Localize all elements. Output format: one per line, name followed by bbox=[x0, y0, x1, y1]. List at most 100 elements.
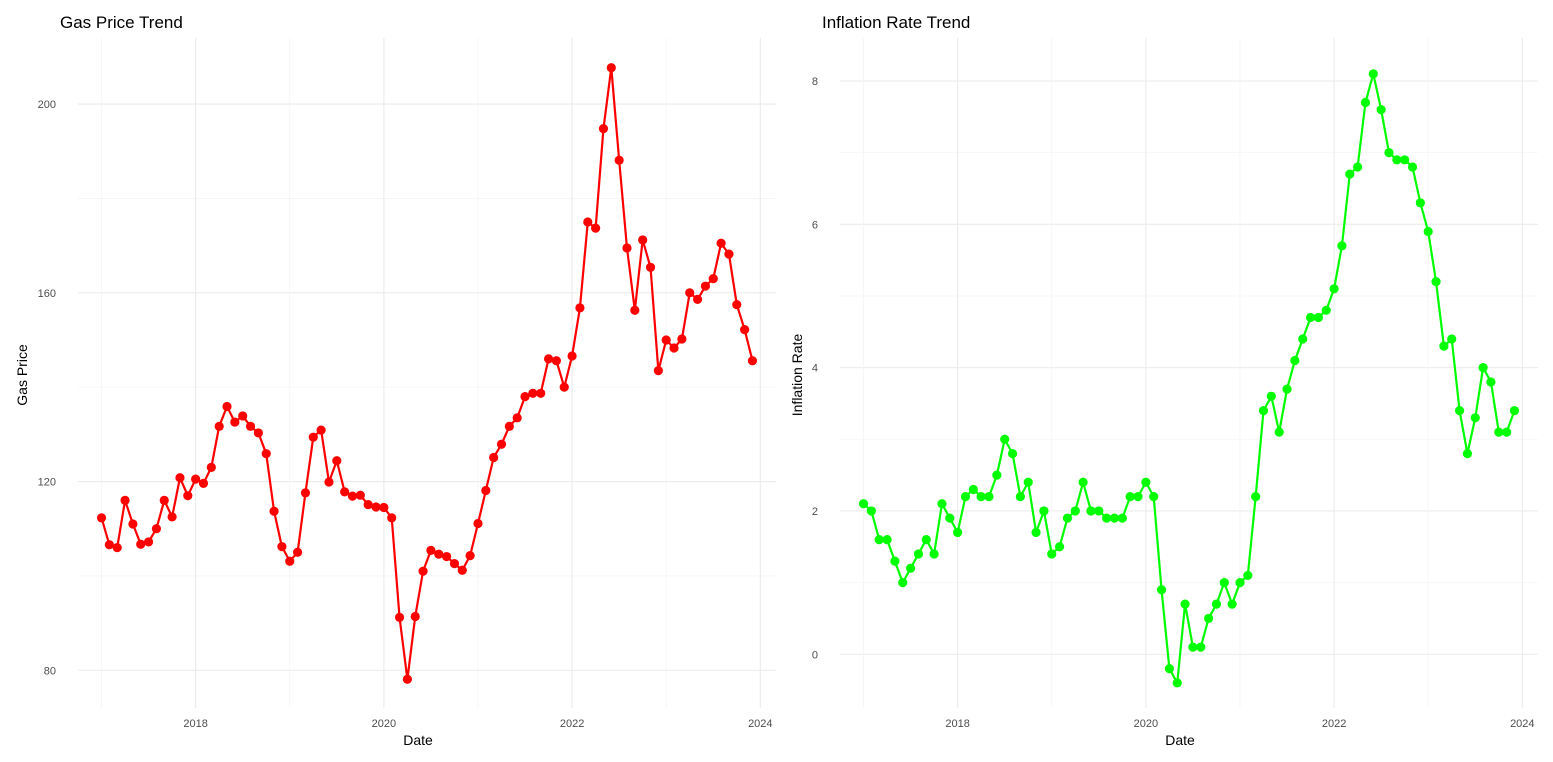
inflation-rate-x-tick-label: 2022 bbox=[1322, 718, 1346, 730]
gas-price-data-point bbox=[324, 477, 334, 487]
gas-price-data-point bbox=[387, 513, 397, 523]
gas-price-data-point bbox=[363, 500, 373, 510]
inflation-rate-x-tick-label: 2020 bbox=[1134, 718, 1158, 730]
inflation-rate-x-ticks: 2018 2020 2022 2024 bbox=[945, 718, 1534, 730]
inflation-rate-data-point bbox=[1368, 69, 1378, 79]
gas-price-data-point bbox=[473, 518, 483, 529]
inflation-rate-data-point bbox=[1274, 427, 1284, 437]
inflation-rate-data-point bbox=[945, 513, 955, 523]
gas-price-data-point bbox=[183, 491, 193, 501]
gas-price-data-point bbox=[567, 351, 577, 361]
inflation-rate-data-point bbox=[1305, 312, 1316, 323]
inflation-rate-data-point bbox=[1509, 406, 1520, 416]
inflation-rate-data-point bbox=[1439, 341, 1449, 351]
gas-price-data-point bbox=[261, 449, 271, 459]
inflation-rate-data-point bbox=[1078, 477, 1088, 487]
inflation-rate-data-point bbox=[905, 563, 916, 573]
gas-price-data-point bbox=[434, 549, 444, 559]
gas-price-y-tick-label: 80 bbox=[44, 665, 56, 677]
gas-price-data-point bbox=[418, 566, 428, 576]
gas-price-data-point bbox=[512, 413, 522, 423]
inflation-rate-data-point bbox=[874, 535, 884, 545]
inflation-rate-data-point bbox=[1243, 570, 1253, 581]
gas-price-data-point bbox=[669, 343, 679, 353]
gas-price-y-tick-label: 120 bbox=[38, 477, 56, 489]
inflation-rate-data-point bbox=[1353, 162, 1363, 172]
gas-price-data-point bbox=[245, 421, 256, 431]
gas-price-data-point bbox=[426, 545, 436, 556]
inflation-rate-x-tick-label: 2018 bbox=[945, 718, 969, 730]
inflation-rate-data-point bbox=[1494, 427, 1504, 437]
inflation-rate-data-point bbox=[1094, 506, 1104, 516]
gas-price-data-point bbox=[551, 356, 562, 366]
gas-price-data-point bbox=[394, 612, 405, 623]
gas-price-data-point bbox=[598, 123, 609, 134]
gas-price-data-point bbox=[191, 474, 201, 484]
gas-price-data-point bbox=[159, 495, 169, 505]
gas-price-data-point bbox=[238, 411, 248, 421]
inflation-rate-data-point bbox=[858, 499, 869, 509]
inflation-rate-data-point bbox=[968, 484, 978, 495]
gas-price-data-point bbox=[645, 262, 656, 272]
inflation-rate-data-point bbox=[1156, 585, 1167, 595]
inflation-rate-data-point bbox=[1447, 334, 1457, 344]
gas-price-y-tick-label: 200 bbox=[38, 99, 56, 111]
gas-price-title: Gas Price Trend bbox=[60, 13, 183, 32]
inflation-rate-data-point bbox=[1023, 477, 1033, 487]
inflation-rate-y-tick-label: 8 bbox=[812, 76, 818, 88]
gas-price-data-point bbox=[732, 299, 742, 310]
inflation-rate-data-point bbox=[1196, 642, 1206, 652]
gas-price-data-point bbox=[230, 417, 240, 427]
gas-price-x-tick-label: 2020 bbox=[372, 718, 396, 730]
inflation-rate-data-point bbox=[1313, 312, 1323, 323]
gas-price-data-point bbox=[402, 674, 412, 684]
gas-price-data-point bbox=[740, 324, 750, 335]
gas-price-data-point bbox=[543, 354, 554, 364]
gas-price-data-point bbox=[104, 540, 114, 550]
inflation-rate-data-point bbox=[1423, 226, 1433, 237]
inflation-rate-y-tick-label: 4 bbox=[812, 363, 818, 375]
inflation-rate-data-point bbox=[1000, 434, 1010, 444]
gas-price-y-ticks: 80 120 160 200 bbox=[38, 99, 56, 677]
inflation-rate-y-tick-label: 2 bbox=[812, 506, 818, 518]
inflation-rate-data-point bbox=[960, 492, 971, 502]
inflation-rate-data-point bbox=[890, 556, 900, 566]
inflation-rate-data-point bbox=[1415, 198, 1425, 208]
gas-price-grid bbox=[78, 38, 776, 708]
inflation-rate-data-point bbox=[1502, 427, 1512, 437]
inflation-rate-data-point bbox=[1478, 363, 1488, 373]
inflation-rate-data-point bbox=[1031, 527, 1041, 538]
gas-price-x-tick-label: 2018 bbox=[183, 718, 207, 730]
inflation-rate-data-point bbox=[921, 535, 931, 545]
gas-price-data-point bbox=[661, 335, 671, 345]
inflation-rate-x-tick-label: 2024 bbox=[1510, 718, 1534, 730]
gas-price-data-point bbox=[685, 288, 695, 298]
gas-price-data-point bbox=[528, 388, 538, 398]
inflation-rate-title: Inflation Rate Trend bbox=[822, 13, 970, 32]
inflation-rate-data-point bbox=[1211, 599, 1222, 609]
inflation-rate-data-point bbox=[1015, 492, 1025, 502]
inflation-rate-data-point bbox=[1345, 169, 1355, 179]
gas-price-data-point bbox=[198, 478, 209, 489]
inflation-rate-data-point bbox=[1117, 513, 1127, 523]
gas-price-data-point bbox=[151, 524, 162, 534]
inflation-rate-series bbox=[858, 69, 1520, 688]
inflation-rate-data-point bbox=[1141, 477, 1151, 487]
gas-price-data-point bbox=[96, 513, 107, 523]
inflation-rate-data-point bbox=[1219, 578, 1229, 588]
gas-price-x-ticks: 2018 2020 2022 2024 bbox=[183, 718, 772, 730]
gas-price-y-tick-label: 160 bbox=[38, 288, 56, 300]
gas-price-data-point bbox=[293, 547, 303, 557]
gas-price-data-point bbox=[410, 611, 420, 622]
inflation-rate-data-point bbox=[937, 499, 947, 509]
gas-price-data-point bbox=[206, 462, 216, 472]
inflation-rate-data-point bbox=[1039, 506, 1049, 516]
inflation-rate-data-point bbox=[1204, 613, 1214, 624]
gas-price-data-point bbox=[606, 63, 616, 73]
inflation-rate-data-point bbox=[898, 578, 908, 588]
inflation-rate-data-point bbox=[1227, 599, 1237, 609]
gas-price-data-point bbox=[128, 519, 138, 529]
gas-price-data-point bbox=[559, 382, 569, 392]
gas-price-data-point bbox=[167, 512, 177, 522]
